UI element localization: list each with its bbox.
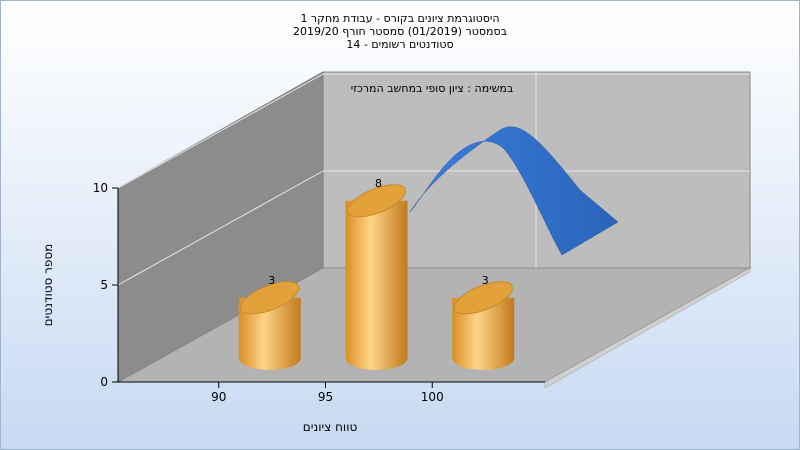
gridline-left <box>117 170 324 286</box>
x-tick-label: 90 <box>211 390 226 404</box>
bar-body <box>452 297 515 370</box>
y-tick-label: 5 <box>100 278 108 292</box>
gridline-left <box>117 73 324 189</box>
bar-cap <box>453 281 513 315</box>
bar-data-label: 3 <box>482 274 489 287</box>
x-tick-label: 100 <box>421 390 444 404</box>
y-axis-title: מספר סטודנטים <box>41 244 55 327</box>
x-axis-title: טווח ציונים <box>303 420 358 434</box>
bar-body <box>345 200 408 370</box>
bars: 3 8 3 <box>238 177 515 370</box>
distribution-curve <box>409 126 619 256</box>
chart-title-line-1: היסטוגרמת ציונים בקורס - עבודת מחקר 1 <box>300 12 500 25</box>
chart-title-line-3: סטודנטים רשומים - 14 <box>346 38 454 51</box>
floor-edge <box>544 267 751 389</box>
y-tick-label: 10 <box>93 181 108 195</box>
bar-cap <box>346 184 407 218</box>
y-tick-label: 0 <box>100 375 108 389</box>
bar <box>345 184 408 370</box>
bar-data-label: 3 <box>268 274 275 287</box>
bar <box>238 281 301 370</box>
chart-subtitle: במשימה : ציון סופי במחשב המרכזי <box>351 82 514 95</box>
x-tick-label: 95 <box>318 390 333 404</box>
bar <box>452 281 515 370</box>
chart-title-line-2: בסמסטר (01/2019) סמסטר חורף 2019/20 <box>293 25 507 38</box>
x-ticks: 90 95 100 <box>211 382 444 404</box>
y-ticks: 0 5 10 <box>93 181 118 389</box>
bar-cap <box>240 281 300 315</box>
bar-data-label: 8 <box>375 177 382 190</box>
bar-body <box>238 297 301 370</box>
